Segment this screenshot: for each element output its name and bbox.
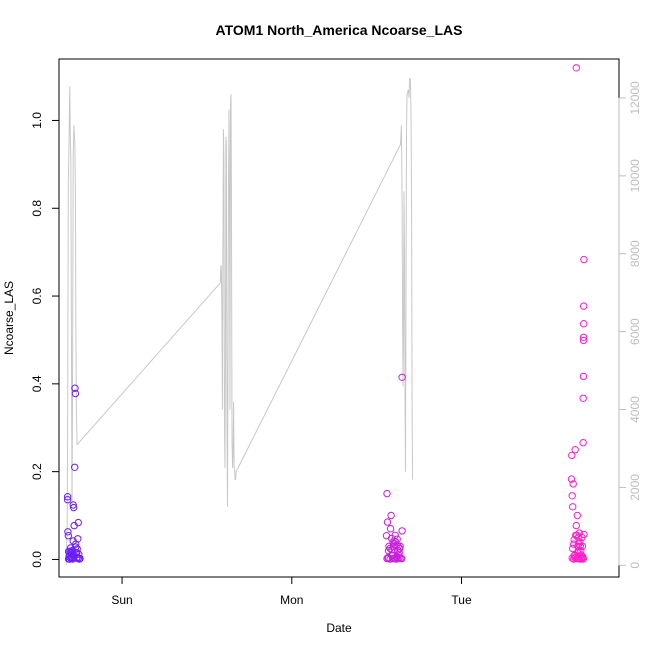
scatter-point — [63, 496, 72, 504]
y2-tick-label: 4000 — [628, 396, 642, 423]
y2-tick-label: 2000 — [628, 474, 642, 501]
scatter-point — [575, 540, 583, 548]
y-axis-right: 0 2000 4000 6000 8000 10000 12000 — [618, 81, 642, 569]
scatter-point — [398, 373, 406, 381]
scatter-point — [69, 501, 77, 509]
scatter-point — [393, 535, 401, 543]
y-tick-label: 0.4 — [30, 375, 44, 392]
scatter-point — [71, 463, 79, 471]
scatter-point — [573, 511, 581, 520]
scatter-point — [395, 549, 403, 557]
scatter-point — [580, 302, 588, 310]
scatter-point — [398, 527, 406, 535]
scatter-point — [386, 525, 395, 533]
scatter-point — [387, 551, 396, 559]
scatter-point — [568, 492, 576, 500]
scatter-point — [69, 547, 77, 555]
scatter-point — [71, 384, 79, 392]
scatter-point — [580, 530, 588, 539]
y2-tick-label: 6000 — [628, 318, 642, 345]
y-axis-label: Ncoarse_LAS — [2, 281, 16, 355]
y-tick-label: 0.6 — [30, 287, 44, 304]
scatter-point — [569, 503, 577, 511]
scatter-point — [579, 439, 587, 447]
y-tick-label: 0.2 — [30, 463, 44, 480]
scatter-point — [67, 554, 75, 563]
scatter-point — [383, 489, 391, 498]
scatter-point — [569, 544, 577, 553]
scatter-point — [569, 480, 577, 488]
y-tick-label: 0.8 — [30, 200, 44, 217]
scatter-point — [580, 320, 588, 328]
scatter-point — [64, 555, 73, 563]
scatter-point — [71, 389, 80, 398]
scatter-point — [572, 64, 580, 72]
scatter-point — [568, 451, 576, 460]
x-axis-label: Date — [326, 621, 352, 635]
x-tick-label: Sun — [111, 593, 132, 607]
scatter-point — [567, 475, 576, 483]
scatter-point — [576, 542, 584, 550]
scatter-point — [64, 532, 73, 540]
y2-tick-label: 0 — [628, 562, 642, 569]
scatter-point — [580, 255, 588, 264]
x-axis: Sun Mon Tue — [111, 576, 472, 607]
scatter-point — [73, 549, 81, 557]
scatter-point — [70, 503, 78, 512]
scatter-point — [387, 511, 395, 520]
y2-tick-label: 10000 — [628, 159, 642, 193]
y-tick-label: 0.0 — [30, 551, 44, 568]
y-tick-label: 1.0 — [30, 112, 44, 129]
scatter-point — [574, 554, 582, 562]
scatter-point — [572, 521, 580, 530]
scatter-point — [579, 336, 588, 345]
scatter-point — [74, 518, 83, 527]
scatter-point — [579, 394, 587, 402]
scatter-point — [579, 333, 588, 341]
y2-tick-label: 12000 — [628, 81, 642, 115]
scatter-point — [63, 493, 72, 501]
x-tick-label: Mon — [280, 593, 303, 607]
scatter-point — [571, 446, 579, 454]
y2-tick-label: 8000 — [628, 240, 642, 267]
scatter-point — [383, 518, 392, 526]
scatter-point — [72, 540, 80, 548]
scatter-point — [73, 545, 81, 553]
scatter-point — [64, 528, 72, 536]
secondary-line-layer — [65, 78, 414, 566]
scatter-point — [388, 546, 396, 554]
scatter-point — [578, 542, 587, 550]
scatter-points-layer — [63, 64, 588, 563]
y-axis-left: 0.0 0.2 0.4 0.6 0.8 1.0 — [30, 112, 60, 568]
x-tick-label: Tue — [451, 593, 472, 607]
chart-title: ATOM1 North_America Ncoarse_LAS — [216, 22, 463, 38]
secondary-series-line — [65, 78, 414, 566]
scatter-point — [570, 552, 578, 560]
scatter-point — [74, 554, 83, 562]
scatter-point — [579, 372, 588, 381]
